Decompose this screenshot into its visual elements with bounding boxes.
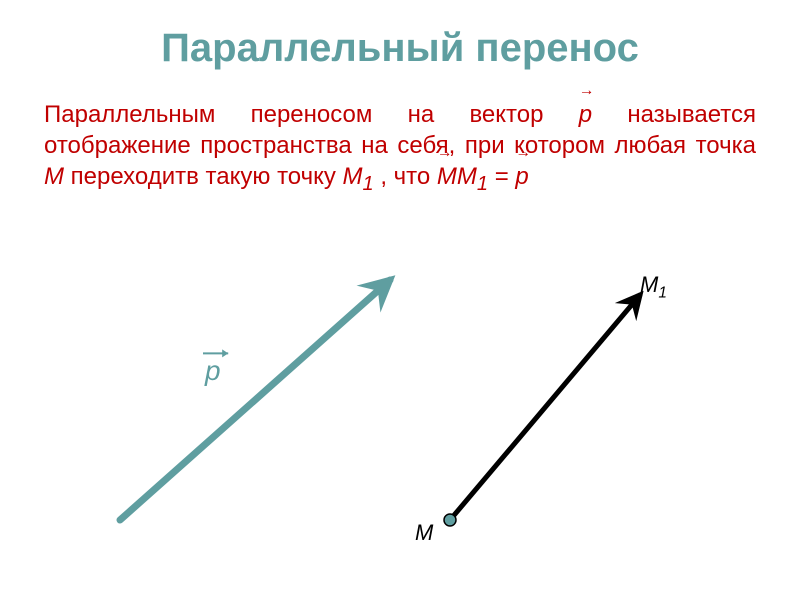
def-t3: переходитв такую точку [71, 163, 343, 190]
def-italic-m: М [44, 163, 64, 190]
def-t1: Параллельным переносом на вектор [44, 101, 579, 128]
vector-p-symbol-2: → p [515, 161, 528, 192]
point-m [444, 514, 456, 526]
def-italic-m1: М1 [343, 163, 381, 190]
label-m_label: М [415, 520, 434, 545]
slide-title: Параллельный перенос [44, 26, 756, 71]
svg-text:p: p [204, 355, 221, 386]
def-t5: = [495, 163, 516, 190]
label-m1_label: М1 [640, 272, 667, 302]
vector-p-letter: p [579, 101, 592, 128]
vector-p [120, 280, 390, 520]
def-t4: , что [380, 163, 437, 190]
svg-text:М1: М1 [640, 272, 667, 302]
svg-text:М: М [415, 520, 434, 545]
definition-text: Параллельным переносом на вектор → p наз… [44, 99, 756, 197]
label-p_label: p [203, 349, 228, 386]
vector-mm1 [450, 295, 640, 520]
diagram: p М М1 [0, 240, 800, 580]
vector-p-symbol: → p [579, 99, 592, 130]
diagram-svg: p М М1 [0, 240, 800, 580]
vector-mm1-symbol: → ММ1 [437, 161, 488, 197]
slide: Параллельный перенос Параллельным перено… [0, 0, 800, 600]
